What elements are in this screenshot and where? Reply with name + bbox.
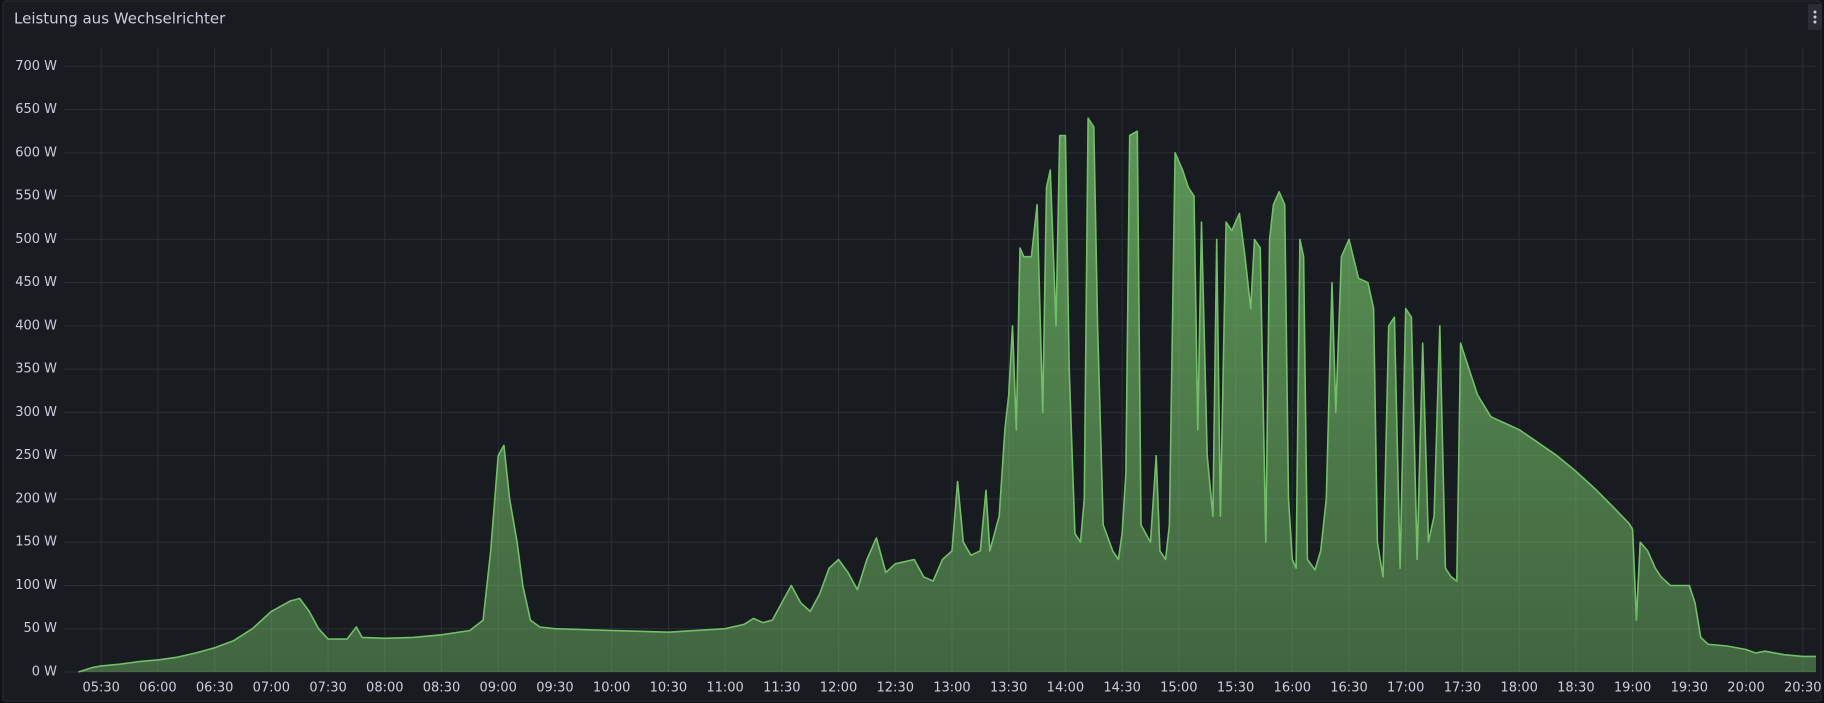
y-tick-label: 600 W xyxy=(15,145,57,160)
y-tick-label: 450 W xyxy=(15,275,57,290)
x-tick-label: 06:00 xyxy=(139,681,176,696)
y-tick-label: 300 W xyxy=(15,405,57,420)
x-tick-label: 13:30 xyxy=(990,681,1027,696)
x-tick-label: 14:30 xyxy=(1103,681,1140,696)
x-tick-label: 15:00 xyxy=(1160,681,1197,696)
x-tick-label: 20:00 xyxy=(1727,681,1764,696)
x-tick-label: 07:00 xyxy=(253,681,290,696)
x-tick-label: 18:30 xyxy=(1557,681,1594,696)
menu-dot xyxy=(1813,20,1817,24)
menu-dot xyxy=(1813,15,1817,19)
y-tick-label: 0 W xyxy=(32,665,57,680)
x-tick-label: 16:30 xyxy=(1330,681,1367,696)
x-tick-label: 13:00 xyxy=(933,681,970,696)
y-tick-label: 700 W xyxy=(15,59,57,74)
x-tick-label: 11:30 xyxy=(763,681,800,696)
x-tick-label: 08:30 xyxy=(423,681,460,696)
x-tick-label: 19:30 xyxy=(1671,681,1708,696)
x-tick-label: 10:00 xyxy=(593,681,630,696)
y-tick-label: 400 W xyxy=(15,318,57,333)
x-tick-label: 19:00 xyxy=(1614,681,1651,696)
y-tick-label: 150 W xyxy=(15,535,57,550)
x-tick-label: 07:30 xyxy=(309,681,346,696)
y-tick-label: 550 W xyxy=(15,189,57,204)
x-tick-label: 12:00 xyxy=(820,681,857,696)
x-tick-label: 18:00 xyxy=(1500,681,1537,696)
x-tick-label: 20:30 xyxy=(1784,681,1821,696)
x-tick-label: 05:30 xyxy=(82,681,119,696)
x-tick-label: 17:30 xyxy=(1444,681,1481,696)
x-tick-label: 14:00 xyxy=(1047,681,1084,696)
series-line xyxy=(78,117,1816,673)
x-tick-label: 16:00 xyxy=(1274,681,1311,696)
y-tick-label: 200 W xyxy=(15,491,57,506)
x-tick-label: 08:00 xyxy=(366,681,403,696)
y-tick-label: 50 W xyxy=(23,621,57,636)
area-fill xyxy=(78,118,1816,672)
y-tick-label: 500 W xyxy=(15,232,57,247)
x-tick-label: 10:30 xyxy=(650,681,687,696)
chart-title: Leistung aus Wechselrichter xyxy=(14,10,226,28)
x-tick-label: 17:00 xyxy=(1387,681,1424,696)
menu-dot xyxy=(1813,10,1817,14)
y-tick-label: 100 W xyxy=(15,578,57,593)
y-tick-label: 650 W xyxy=(15,102,57,117)
x-tick-label: 06:30 xyxy=(196,681,233,696)
x-tick-label: 12:30 xyxy=(877,681,914,696)
y-tick-label: 250 W xyxy=(15,448,57,463)
panel-menu[interactable] xyxy=(1808,4,1822,30)
x-tick-label: 11:00 xyxy=(706,681,743,696)
x-tick-label: 15:30 xyxy=(1217,681,1254,696)
x-tick-label: 09:30 xyxy=(536,681,573,696)
x-tick-label: 09:00 xyxy=(479,681,516,696)
y-tick-label: 350 W xyxy=(15,362,57,377)
